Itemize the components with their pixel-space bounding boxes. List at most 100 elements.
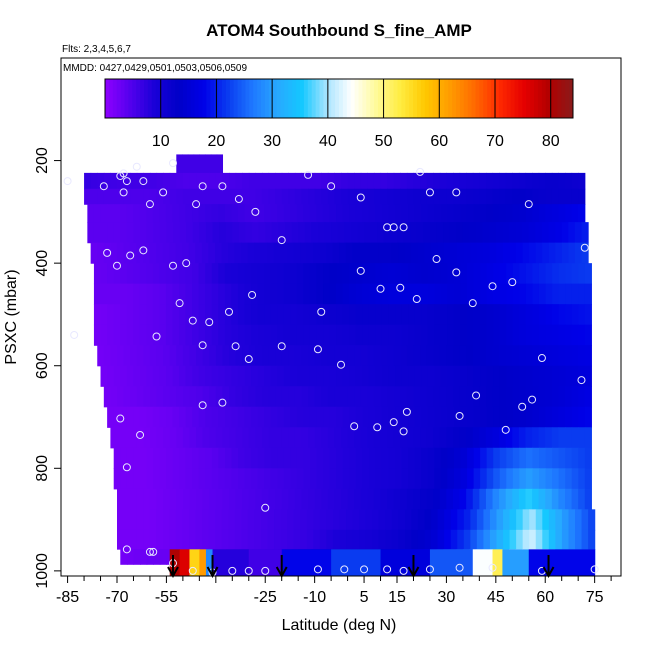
heatmap-cell	[172, 468, 180, 490]
colorbar-cell	[557, 79, 562, 118]
heatmap-cell	[323, 283, 331, 305]
heatmap-cell	[492, 488, 500, 510]
heatmap-cell	[336, 263, 344, 285]
heatmap-cell	[372, 529, 380, 550]
heatmap-cell	[485, 188, 494, 205]
x-tick-label: -25	[254, 589, 277, 606]
heatmap-cell	[397, 222, 405, 244]
heatmap-cell	[552, 365, 560, 387]
heatmap-cell	[427, 324, 435, 346]
heatmap-cell	[251, 447, 259, 469]
colorbar-cell	[444, 79, 449, 118]
heatmap-cell	[439, 386, 448, 408]
colorbar-cell	[155, 79, 161, 118]
heatmap-cell	[571, 283, 579, 305]
heatmap-cell	[133, 263, 141, 285]
heatmap-cell	[247, 529, 255, 550]
heatmap-cell	[427, 304, 435, 326]
heatmap-cell	[427, 263, 435, 285]
heatmap-cell	[571, 406, 579, 428]
heatmap-cell	[192, 324, 200, 346]
heatmap-cell	[367, 172, 375, 190]
heatmap-cell	[210, 154, 218, 174]
heatmap-cell	[485, 427, 494, 449]
heatmap-cell	[388, 324, 396, 346]
heatmap-cell	[133, 283, 141, 305]
heatmap-cell	[453, 386, 461, 408]
heatmap-cell	[264, 324, 272, 346]
heatmap-cell	[179, 263, 187, 285]
heatmap-cell	[446, 427, 454, 449]
heatmap-cell	[329, 468, 337, 490]
heatmap-cell	[182, 427, 191, 449]
heatmap-cell	[552, 324, 560, 346]
heatmap-cell	[467, 283, 475, 305]
heatmap-cell	[578, 324, 586, 346]
heatmap-cell	[218, 447, 226, 469]
heatmap-cell	[476, 222, 484, 244]
heatmap-cell	[303, 324, 311, 346]
heatmap-cell	[205, 324, 213, 346]
heatmap-cell	[499, 427, 507, 449]
heatmap-cell	[133, 204, 141, 223]
heatmap-cell	[267, 529, 275, 550]
heatmap-cell	[329, 406, 337, 428]
colorbar-cell	[257, 79, 262, 118]
heatmap-cell	[159, 468, 167, 490]
heatmap-cell	[331, 222, 339, 244]
heatmap-cell	[218, 324, 226, 346]
heatmap-cell	[97, 172, 105, 190]
heatmap-cell	[565, 263, 573, 285]
sample-point	[376, 284, 385, 293]
heatmap-cell	[509, 222, 517, 244]
heatmap-cell	[381, 468, 390, 490]
heatmap-cell	[434, 304, 442, 326]
heatmap-cell	[367, 427, 375, 449]
heatmap-cell	[538, 345, 546, 367]
heatmap-cell	[470, 529, 478, 550]
heatmap-cell	[578, 406, 586, 428]
heatmap-cell	[561, 509, 570, 531]
heatmap-cell	[192, 304, 200, 326]
heatmap-cell	[349, 468, 357, 490]
sample-point	[508, 278, 517, 287]
heatmap-cell	[133, 406, 141, 428]
heatmap-cell	[443, 222, 451, 244]
heatmap-cell	[308, 188, 316, 205]
heatmap-cell	[545, 263, 553, 285]
heatmap-cell	[381, 304, 390, 326]
heatmap-cell	[387, 188, 395, 205]
heatmap-cell	[120, 365, 128, 387]
sample-point	[373, 423, 382, 432]
colorbar-cell	[409, 79, 414, 118]
heatmap-cell	[352, 529, 360, 550]
heatmap-cell	[268, 488, 276, 510]
heatmap-cell	[326, 242, 334, 264]
heatmap-cell	[327, 427, 336, 449]
heatmap-cell	[561, 242, 570, 264]
heatmap-cell	[439, 488, 448, 510]
heatmap-cell	[159, 324, 167, 346]
heatmap-cell	[176, 488, 184, 510]
heatmap-cell	[381, 263, 390, 285]
heatmap-cell	[378, 509, 386, 531]
heatmap-cell	[107, 263, 115, 285]
heatmap-cell	[244, 263, 252, 285]
heatmap-cell	[316, 365, 324, 387]
heatmap-cell	[512, 406, 520, 428]
heatmap-cell	[251, 324, 259, 346]
heatmap-cell	[234, 529, 242, 550]
heatmap-cell	[255, 386, 263, 408]
heatmap-cell	[427, 283, 435, 305]
heatmap-cell	[578, 188, 586, 205]
heatmap-cells	[84, 154, 596, 565]
heatmap-cell	[314, 386, 322, 408]
heatmap-cell	[120, 304, 128, 326]
heatmap-cell	[208, 242, 216, 264]
flights-subtitle: Flts: 2,3,4,5,6,7	[62, 44, 131, 55]
colorbar-cell	[346, 79, 352, 118]
heatmap-cell	[326, 509, 334, 531]
heatmap-cell	[166, 468, 174, 490]
heatmap-cell	[342, 468, 350, 490]
heatmap-cell	[499, 447, 507, 469]
